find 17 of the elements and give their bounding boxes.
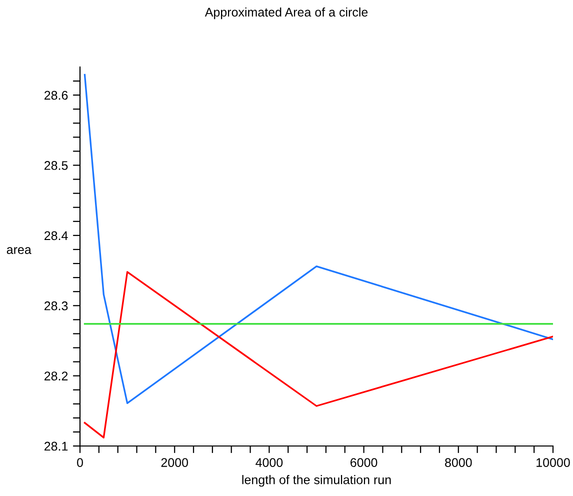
x-tick-label: 4000 bbox=[256, 458, 283, 467]
x-tick-label: 0 bbox=[77, 458, 83, 467]
y-tick-label: 28.5 bbox=[44, 161, 68, 170]
y-tick-label: 28.1 bbox=[44, 442, 68, 451]
x-axis-title: length of the simulation run bbox=[242, 475, 391, 487]
chart-title: Approximated Area of a circle bbox=[204, 7, 368, 20]
line-series bbox=[84, 271, 553, 438]
y-tick-label: 28.2 bbox=[44, 372, 68, 380]
line-series bbox=[84, 74, 553, 404]
y-tick-label: 28.6 bbox=[44, 90, 68, 100]
y-axis-title: area bbox=[6, 247, 32, 254]
x-tick-label: 6000 bbox=[350, 458, 378, 467]
x-tick-label: 10000 bbox=[536, 458, 570, 467]
y-tick-label: 28.4 bbox=[44, 231, 68, 240]
y-tick-label: 28.3 bbox=[44, 301, 68, 310]
x-tick-label: 8000 bbox=[445, 458, 472, 467]
x-tick-label: 2000 bbox=[161, 458, 188, 467]
